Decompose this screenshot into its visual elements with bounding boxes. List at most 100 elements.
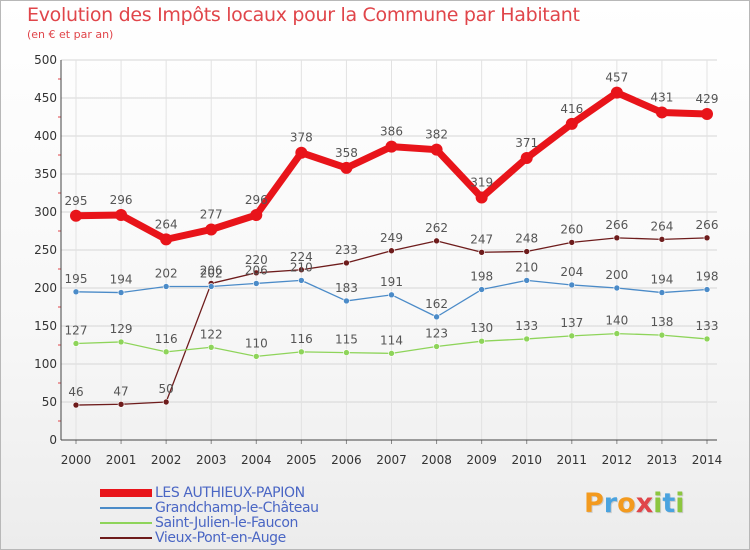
data-point — [388, 291, 395, 299]
data-label: 220 — [245, 253, 268, 267]
x-tick-label: 2008 — [421, 453, 452, 467]
legend-swatch-saint-julien — [100, 522, 152, 524]
logo-letter: o — [617, 488, 636, 519]
data-label: 198 — [696, 270, 719, 284]
x-tick-label: 2009 — [466, 453, 497, 467]
data-label: 262 — [425, 221, 448, 235]
x-tick-label: 2007 — [376, 453, 407, 467]
data-label: 206 — [245, 263, 268, 277]
data-label: 115 — [335, 333, 358, 347]
x-tick-label: 2002 — [151, 453, 182, 467]
data-label: 266 — [696, 218, 719, 232]
data-point — [478, 337, 485, 345]
data-label: 46 — [68, 385, 83, 399]
data-point — [703, 286, 711, 293]
data-point — [162, 283, 170, 290]
y-tick-label: 300 — [34, 205, 57, 219]
data-point — [565, 117, 578, 130]
data-point — [568, 239, 576, 246]
logo-letter: r — [603, 488, 618, 519]
data-point — [433, 237, 440, 245]
data-label: 277 — [200, 207, 223, 221]
data-label: 382 — [425, 128, 448, 142]
x-tick-label: 2000 — [61, 453, 92, 467]
logo-letter: t — [662, 488, 676, 519]
legend-swatch-vieux-pont — [100, 537, 152, 539]
data-label: 264 — [155, 217, 178, 231]
data-point — [433, 343, 440, 350]
data-point — [610, 86, 623, 99]
chart-subtitle: (en € et par an) — [27, 28, 114, 41]
data-point — [520, 152, 533, 165]
logo-letter: x — [635, 488, 654, 519]
data-label: 358 — [335, 146, 358, 160]
data-point — [388, 247, 395, 255]
y-tick-label: 150 — [34, 319, 57, 333]
data-point — [568, 332, 576, 340]
data-point — [117, 289, 125, 296]
data-label: 116 — [155, 332, 178, 346]
data-point — [207, 283, 215, 290]
data-label: 249 — [380, 231, 403, 245]
x-tick-label: 2010 — [511, 453, 542, 467]
data-label: 295 — [65, 194, 88, 208]
chart-title: Evolution des Impôts locaux pour la Comm… — [27, 4, 580, 26]
data-label: 266 — [605, 218, 628, 232]
x-tick-label: 2001 — [106, 453, 137, 467]
legend-label-authieux: LES AUTHIEUX-PAPION — [155, 485, 305, 501]
x-tick-label: 2012 — [602, 453, 633, 467]
logo-letter: i — [675, 488, 685, 519]
y-tick-label: 200 — [34, 281, 57, 295]
data-point — [343, 349, 350, 356]
legend-item-vieux-pont: Vieux-Pont-en-Auge — [100, 530, 400, 546]
data-point — [703, 234, 711, 242]
data-point — [385, 140, 398, 153]
legend-label-saint-julien: Saint-Julien-le-Faucon — [155, 515, 298, 531]
data-label: 183 — [335, 281, 358, 295]
data-label: 133 — [696, 319, 719, 333]
y-tick-label: 50 — [42, 395, 57, 409]
y-tick-label: 450 — [34, 91, 57, 105]
data-label: 127 — [65, 323, 88, 337]
data-label: 130 — [470, 321, 493, 335]
legend-item-authieux: LES AUTHIEUX-PAPION — [100, 485, 400, 501]
data-point — [298, 277, 305, 284]
data-label: 224 — [290, 250, 313, 264]
legend-item-saint-julien: Saint-Julien-le-Faucon — [100, 515, 400, 531]
data-label: 129 — [110, 322, 133, 336]
logo-letter: P — [584, 488, 604, 519]
data-label: 47 — [113, 384, 128, 398]
data-label: 202 — [200, 266, 223, 280]
x-tick-label: 2003 — [196, 453, 227, 467]
data-label: 198 — [470, 270, 493, 284]
data-point — [523, 277, 531, 284]
data-label: 122 — [200, 327, 223, 341]
data-label: 233 — [335, 243, 358, 257]
legend-label-vieux-pont: Vieux-Pont-en-Auge — [155, 530, 286, 546]
data-label: 248 — [515, 232, 538, 246]
data-label: 319 — [470, 176, 493, 190]
legend-label-grandchamp: Grandchamp-le-Château — [155, 500, 319, 516]
data-point — [523, 335, 531, 343]
data-label: 296 — [245, 193, 268, 207]
data-point — [388, 350, 395, 357]
data-point — [162, 398, 170, 406]
data-point — [701, 107, 713, 120]
data-point — [205, 223, 218, 236]
data-point — [658, 331, 666, 339]
data-label: 194 — [650, 273, 673, 287]
data-point — [568, 281, 576, 289]
data-point — [475, 191, 488, 204]
data-point — [523, 248, 531, 255]
data-point — [115, 209, 128, 222]
data-label: 247 — [470, 232, 493, 246]
logo-letter: i — [653, 488, 663, 519]
y-tick-label: 100 — [34, 357, 57, 371]
data-point — [72, 401, 80, 409]
data-point — [478, 286, 485, 293]
data-label: 200 — [605, 268, 628, 282]
data-label: 416 — [560, 102, 583, 116]
data-label: 137 — [560, 316, 583, 330]
legend-swatch-grandchamp — [100, 507, 152, 509]
data-label: 371 — [515, 136, 538, 150]
